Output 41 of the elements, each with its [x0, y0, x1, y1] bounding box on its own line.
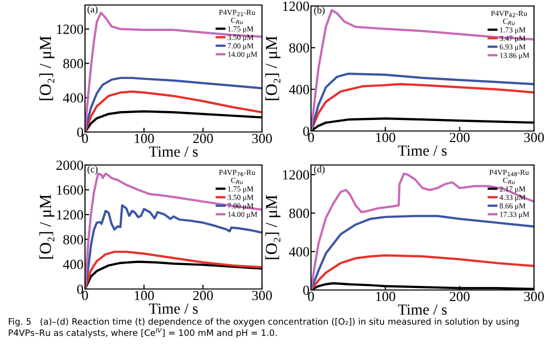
x-tick-label: 200 [193, 290, 213, 300]
y-tick-label: 800 [63, 234, 84, 244]
x-tick-label: 300 [524, 132, 544, 142]
y-tick-label: 1600 [57, 185, 84, 195]
annotation: (b) [314, 6, 325, 16]
y-tick-label: 1200 [57, 210, 84, 220]
x-axis-title: Time / s [149, 146, 198, 157]
y-tick-label: 1200 [283, 2, 310, 11]
y-tick-label: 400 [63, 260, 84, 270]
x-axis-title: Time / s [398, 304, 447, 315]
x-tick-label: 200 [450, 292, 470, 302]
caption: Fig. 5 (a)–(d) Reaction time (t) dependence of the oxygen concentration ([O₂]) in situ measured in solution by using P4VPs–Ru as catalysts, where [Ce$^{IV}$] = 100 mM and pH = 1.0. [8, 318, 519, 338]
y-tick-label: 1200 [57, 24, 84, 34]
x-tick-label: 100 [376, 132, 396, 142]
x-tick-label: 200 [193, 134, 213, 144]
y-axis-title: [O₂] / μM [39, 36, 54, 100]
y-tick-label: 800 [63, 58, 84, 68]
x-tick-label: 300 [524, 292, 544, 302]
y-tick-label: 400 [289, 84, 310, 94]
annotation: (d) [314, 166, 325, 174]
x-tick-label: 100 [376, 292, 396, 302]
x-axis-title: Time / s [149, 303, 198, 314]
y-tick-label: 2000 [56, 160, 84, 170]
x-tick-label: 300 [252, 134, 272, 144]
x-axis-title: Time / s [398, 145, 447, 156]
y-tick-label: 1200 [283, 170, 310, 180]
y-tick-label: 0 [303, 126, 310, 136]
y-tick-label: 400 [63, 93, 84, 103]
y-axis-title: [O₂] / μM [265, 195, 280, 260]
y-tick-label: 0 [77, 284, 84, 294]
x-tick-label: 300 [252, 290, 272, 300]
annotation: (a) [88, 6, 98, 14]
x-tick-label: 100 [134, 290, 154, 300]
y-tick-label: 400 [289, 247, 310, 256]
y-tick-label: 800 [289, 208, 310, 218]
annotation: (c) [88, 166, 98, 174]
x-tick-label: 100 [134, 134, 154, 144]
x-tick-label: 200 [450, 132, 470, 142]
y-tick-label: 800 [289, 43, 310, 53]
y-axis-title: [O₂] / μM [265, 36, 280, 100]
y-axis-title: [O₂] / μM [39, 194, 54, 259]
